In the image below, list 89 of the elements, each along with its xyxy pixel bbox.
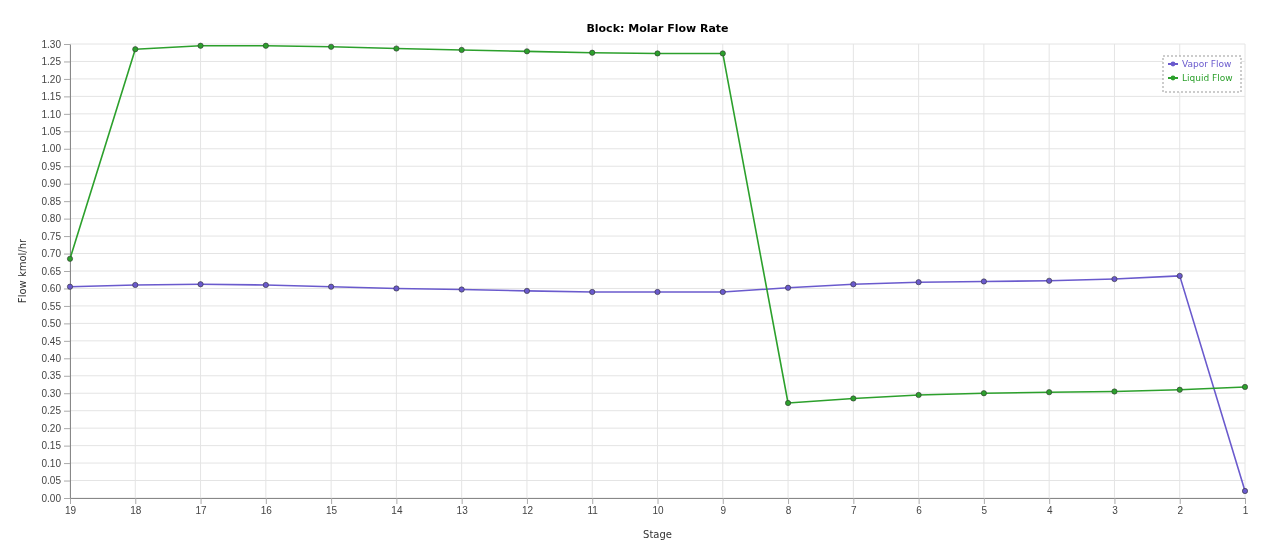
point — [980, 390, 987, 397]
point — [1176, 272, 1183, 279]
point — [67, 283, 73, 290]
point — [1111, 388, 1118, 395]
y-tick-label: 1.05 — [41, 126, 62, 138]
point — [850, 395, 857, 402]
x-tick-label: 10 — [652, 505, 664, 517]
y-tick-label: 0.70 — [41, 248, 62, 260]
x-tick-label: 19 — [64, 505, 77, 517]
point — [589, 289, 596, 295]
chart-title: Block: Molar Flow Rate — [586, 22, 729, 35]
point — [915, 279, 922, 286]
y-tick-label: 0.45 — [41, 335, 62, 347]
point — [393, 45, 400, 52]
y-tick-label: 0.40 — [41, 353, 62, 365]
point — [262, 282, 269, 288]
x-tick-label: 9 — [720, 505, 727, 517]
point — [524, 48, 530, 55]
x-tick-label: 8 — [785, 505, 792, 517]
point — [132, 46, 139, 53]
x-tick-label: 17 — [195, 505, 208, 517]
x-axis-title: Stage — [643, 529, 672, 540]
point — [458, 286, 465, 293]
point — [719, 289, 726, 295]
point — [67, 255, 73, 262]
legend-label: Vapor Flow — [1182, 59, 1232, 69]
y-tick-label: 0.25 — [41, 405, 62, 417]
y-tick-label: 0.20 — [41, 422, 62, 434]
point — [458, 47, 465, 53]
y-tick-label: 0.30 — [41, 387, 62, 399]
x-tick-label: 1 — [1242, 505, 1249, 517]
point — [1046, 389, 1053, 396]
point — [524, 287, 530, 294]
x-tick-label: 13 — [456, 505, 469, 517]
y-tick-label: 1.30 — [41, 38, 62, 50]
x-tick-label: 18 — [130, 505, 142, 517]
y-tick-label: 0.55 — [41, 300, 62, 312]
point — [654, 289, 661, 295]
point — [197, 42, 204, 49]
y-tick-label: 0.50 — [41, 318, 62, 330]
point — [654, 50, 661, 57]
x-tick-label: 11 — [587, 505, 599, 517]
point — [1111, 276, 1118, 282]
y-tick-label: 1.20 — [41, 73, 62, 85]
y-tick-label: 1.10 — [41, 108, 62, 120]
y-tick-label: 0.10 — [41, 457, 62, 469]
point — [1046, 277, 1053, 284]
point — [719, 50, 726, 57]
x-tick-label: 3 — [1112, 505, 1119, 517]
point — [980, 278, 987, 285]
x-tick-label: 14 — [391, 505, 403, 517]
x-tick-label: 6 — [916, 505, 923, 517]
y-tick-label: 1.15 — [41, 91, 62, 103]
y-tick-label: 0.65 — [41, 265, 62, 277]
x-tick-label: 7 — [851, 505, 858, 517]
legend-label: Liquid Flow — [1182, 73, 1233, 83]
point — [197, 281, 204, 288]
point — [393, 285, 400, 292]
point — [262, 42, 269, 49]
point — [1242, 384, 1248, 390]
y-tick-label: 1.00 — [41, 143, 62, 155]
y-tick-label: 0.00 — [41, 492, 62, 504]
x-tick-label: 15 — [326, 505, 338, 517]
x-tick-label: 16 — [260, 505, 273, 517]
point — [850, 281, 857, 288]
x-tick-label: 2 — [1177, 505, 1184, 517]
point — [132, 282, 139, 288]
y-tick-label: 0.80 — [41, 213, 62, 225]
y-tick-label: 1.25 — [41, 56, 62, 68]
y-axis-title: Flow kmol/hr — [17, 237, 28, 304]
x-tick-label: 5 — [981, 505, 988, 517]
x-tick-label: 4 — [1046, 505, 1053, 517]
y-tick-label: 0.15 — [41, 440, 62, 452]
y-tick-label: 0.60 — [41, 283, 62, 295]
point — [785, 284, 791, 291]
point — [1176, 386, 1183, 393]
y-tick-label: 0.05 — [41, 475, 62, 487]
x-tick-label: 12 — [521, 505, 534, 517]
point — [589, 49, 596, 56]
point — [328, 43, 335, 50]
point — [328, 283, 335, 290]
y-tick-label: 0.85 — [41, 195, 62, 207]
y-tick-label: 0.35 — [41, 370, 62, 382]
point — [785, 400, 791, 406]
point — [1242, 488, 1248, 494]
y-tick-label: 0.90 — [41, 178, 62, 190]
y-tick-label: 0.95 — [41, 160, 62, 172]
point — [915, 392, 922, 398]
y-tick-label: 0.75 — [41, 230, 62, 242]
